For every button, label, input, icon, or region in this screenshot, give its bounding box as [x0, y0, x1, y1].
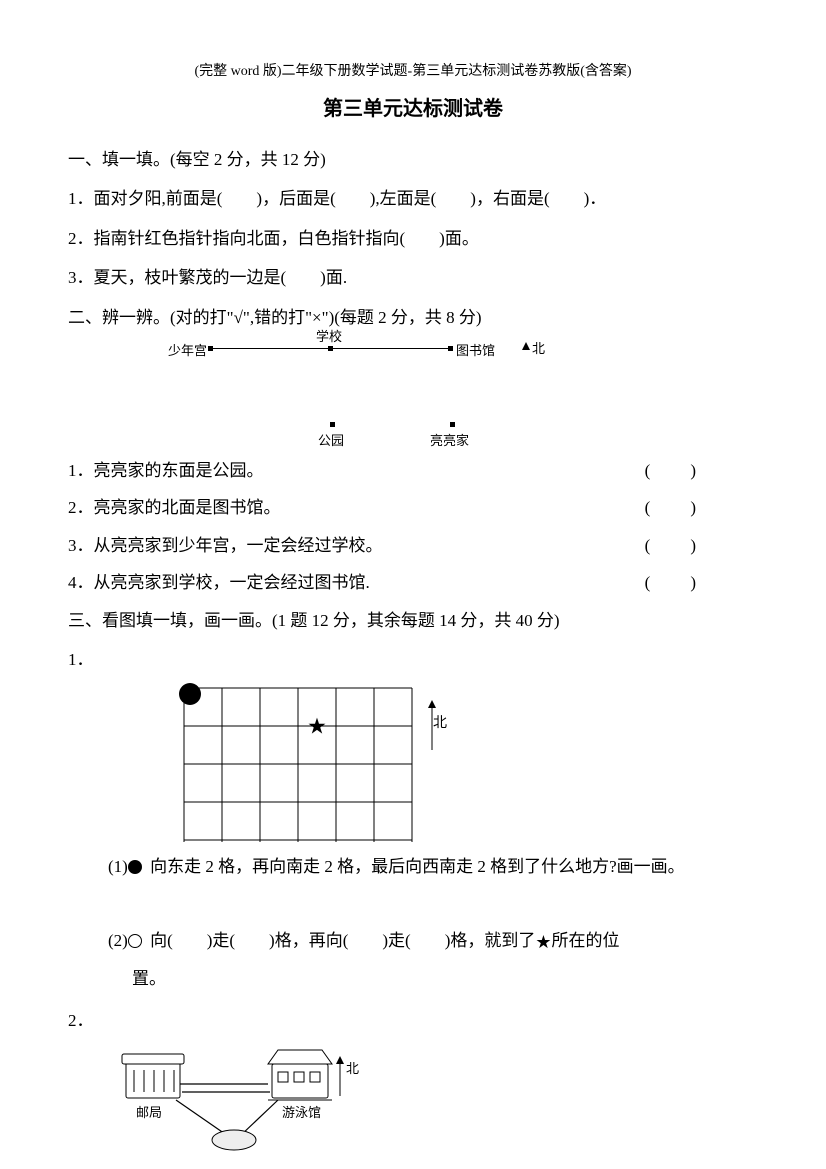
s3-sub2b: 置。	[68, 962, 758, 996]
s2-item-2: 2．亮亮家的北面是图书馆。 ( )	[68, 489, 758, 526]
s2-item-4: 4．从亮亮家到学校，一定会经过图书馆. ( )	[68, 564, 758, 601]
label-pool: 游泳馆	[282, 1102, 321, 1121]
north-arrow-icon	[522, 342, 530, 350]
grid-svg: ★	[178, 682, 418, 842]
s2-item-3-paren: ( )	[645, 527, 758, 564]
black-dot-icon	[128, 860, 142, 874]
page-title: 第三单元达标测试卷	[68, 92, 758, 121]
bottom-figure: 邮局 游泳馆 北	[118, 1044, 758, 1154]
section2-heading: 二、辨一辨。(对的打"√",错的打"×")(每题 2 分，共 8 分)	[68, 299, 758, 336]
map-label-home: 亮亮家	[430, 430, 469, 449]
s1-q1: 1．面对夕阳,前面是( )，后面是( ),左面是( )，右面是( )．	[68, 180, 758, 217]
map-label-shaonian: 少年宫	[168, 340, 207, 359]
s3-q2-label: 2．	[68, 1002, 758, 1039]
s2-item-4-paren: ( )	[645, 564, 758, 601]
s3-sub1: (1) 向东走 2 格，再向南走 2 格，最后向西南走 2 格到了什么地方?画一…	[68, 850, 758, 884]
section3-heading: 三、看图填一填，画一画。(1 题 12 分，其余每题 14 分，共 40 分)	[68, 602, 758, 639]
s3-sub2-mid: 向( )走( )格，再向( )走( )格，就到了	[146, 931, 536, 950]
header-note: (完整 word 版)二年级下册数学试题-第三单元达标测试卷苏教版(含答案)	[68, 60, 758, 80]
label-post: 邮局	[136, 1102, 162, 1121]
s2-item-1-paren: ( )	[645, 452, 758, 489]
section1-heading: 一、填一填。(每空 2 分，共 12 分)	[68, 141, 758, 178]
s2-item-3: 3．从亮亮家到少年宫，一定会经过学校。 ( )	[68, 527, 758, 564]
s1-q3: 3．夏天，枝叶繁茂的一边是( )面.	[68, 259, 758, 296]
map-row-2: 公园 亮亮家	[168, 422, 588, 448]
s3-sub2: (2) 向( )走( )格，再向( )走( )格，就到了★所在的位	[68, 924, 758, 958]
map-row-1: 少年宫 学校 图书馆 北	[168, 342, 588, 372]
map-label-park: 公园	[318, 430, 344, 449]
white-dot-icon	[128, 934, 142, 948]
map-label-library: 图书馆	[456, 340, 495, 359]
north-label-bottom: 北	[346, 1058, 359, 1077]
s2-item-1-text: 1．亮亮家的东面是公园。	[68, 452, 264, 489]
svg-text:★: ★	[307, 714, 327, 739]
s3-q1-label: 1．	[68, 641, 758, 678]
s1-q2: 2．指南针红色指针指向北面，白色指针指向( )面。	[68, 220, 758, 257]
north-label-1: 北	[532, 338, 545, 357]
star-icon: ★	[535, 933, 551, 951]
north-label-grid: 北	[433, 712, 447, 732]
s2-item-2-text: 2．亮亮家的北面是图书馆。	[68, 489, 281, 526]
map-label-school: 学校	[316, 326, 342, 345]
s2-item-4-text: 4．从亮亮家到学校，一定会经过图书馆.	[68, 564, 370, 601]
s2-item-1: 1．亮亮家的东面是公园。 ( )	[68, 452, 758, 489]
s2-item-3-text: 3．从亮亮家到少年宫，一定会经过学校。	[68, 527, 383, 564]
s3-sub1-rest: 向东走 2 格，再向南走 2 格，最后向西南走 2 格到了什么地方?画一画。	[146, 857, 685, 876]
s2-item-2-paren: ( )	[645, 489, 758, 526]
grid-figure: ★ 北	[178, 682, 758, 842]
s3-sub2-tail: 所在的位	[552, 931, 620, 950]
